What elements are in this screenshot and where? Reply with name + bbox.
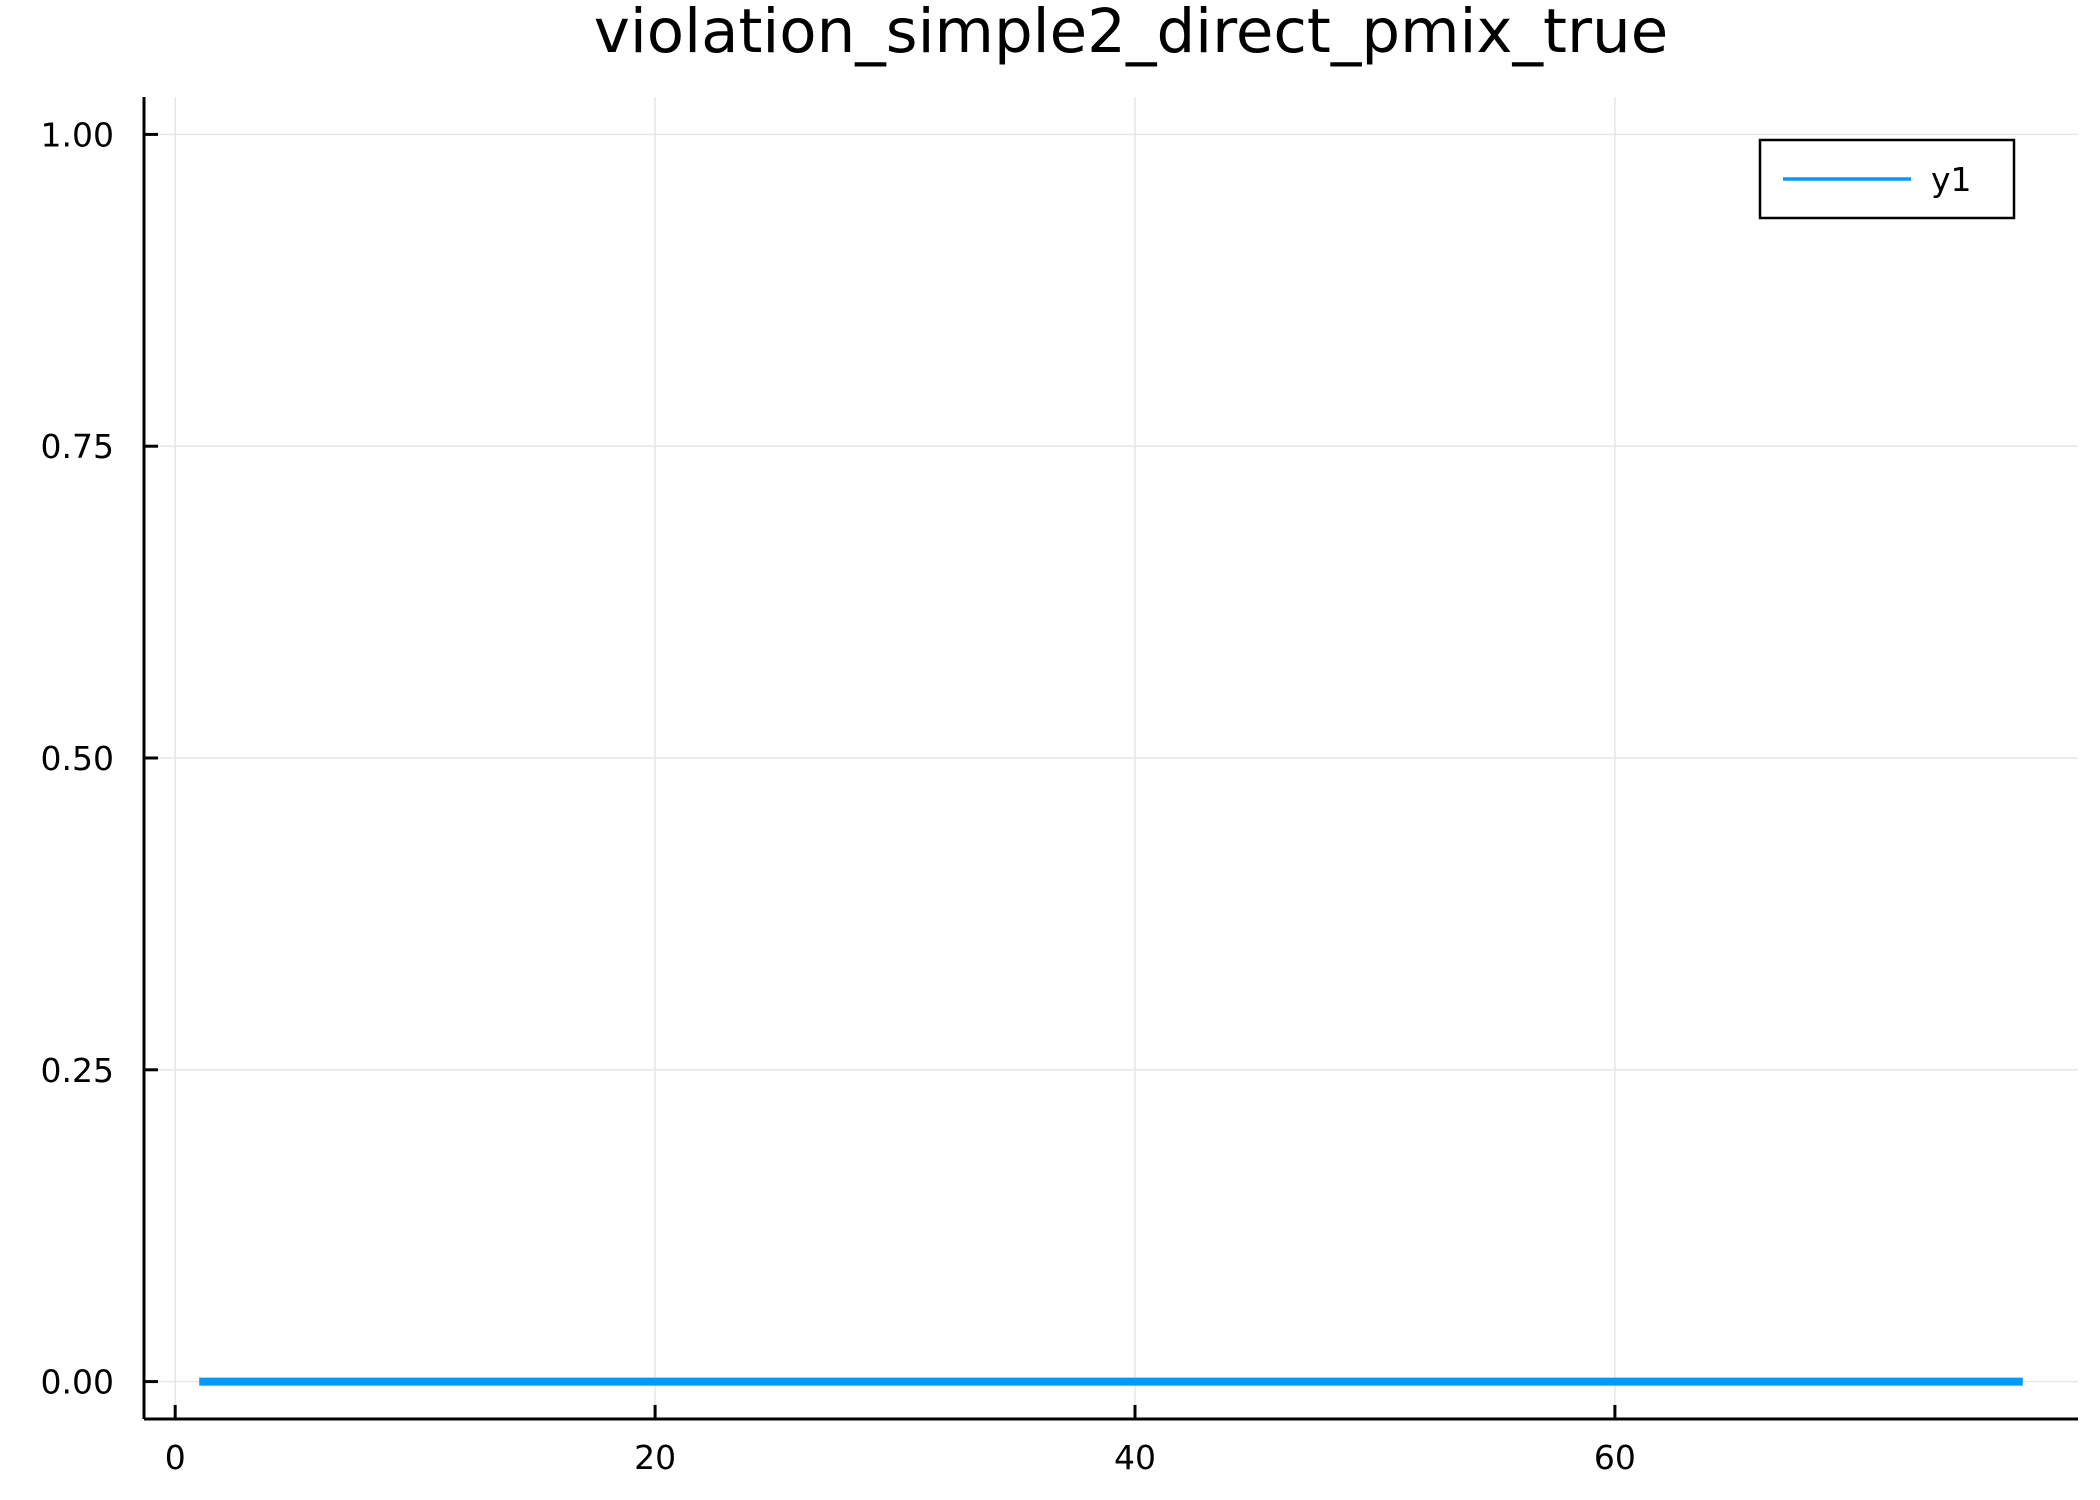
axis-ticks: 0 20 40 60 0.00 0.25 0.50 0.75 1.00 xyxy=(41,115,1636,1477)
y-tick-label: 0.25 xyxy=(41,1051,114,1090)
grid-lines xyxy=(144,97,2078,1419)
y-tick-label: 0.00 xyxy=(41,1363,114,1402)
x-tick-label: 60 xyxy=(1594,1438,1636,1477)
x-tick-label: 0 xyxy=(165,1438,186,1477)
x-tick-label: 20 xyxy=(634,1438,676,1477)
legend: y1 xyxy=(1758,138,2016,220)
y-tick-label: 0.75 xyxy=(41,427,114,466)
legend-label-y1: y1 xyxy=(1931,160,1972,199)
x-tick-label: 40 xyxy=(1114,1438,1156,1477)
y-tick-label: 0.50 xyxy=(41,739,114,778)
chart-title: violation_simple2_direct_pmix_true xyxy=(594,0,1668,67)
y-tick-label: 1.00 xyxy=(41,115,114,154)
